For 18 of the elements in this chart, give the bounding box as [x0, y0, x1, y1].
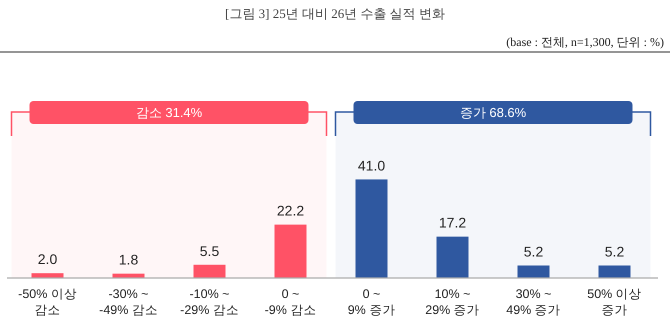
x-tick-label: -30% ~ -49% 감소: [99, 287, 158, 317]
data-label: 17.2: [438, 214, 466, 231]
chart-subtitle: (base : 전체, n=1,300, 단위 : %): [506, 35, 664, 49]
data-label: 41.0: [358, 157, 386, 174]
x-tick-label: 0 ~ 9% 증가: [348, 287, 396, 317]
data-label: 22.2: [276, 202, 304, 219]
x-tick-label: 0 ~ -9% 감소: [264, 287, 316, 317]
data-label: 5.2: [604, 244, 624, 260]
x-tick-label: 10% ~ 29% 증가: [425, 287, 480, 317]
x-tick-label: -10% ~ -29% 감소: [180, 287, 239, 317]
chart-title: [그림 3] 25년 대비 26년 수출 실적 변화: [225, 6, 445, 21]
data-label: 1.8: [118, 252, 138, 268]
data-label: 5.2: [524, 244, 544, 260]
data-label: 2.0: [38, 251, 58, 268]
x-tick-label: 50% 이상 증가: [587, 287, 642, 317]
x-tick-label: -50% 이상 감소: [18, 287, 77, 317]
x-tick-label: 30% ~ 49% 증가: [506, 287, 561, 317]
data-label: 5.5: [200, 242, 220, 259]
